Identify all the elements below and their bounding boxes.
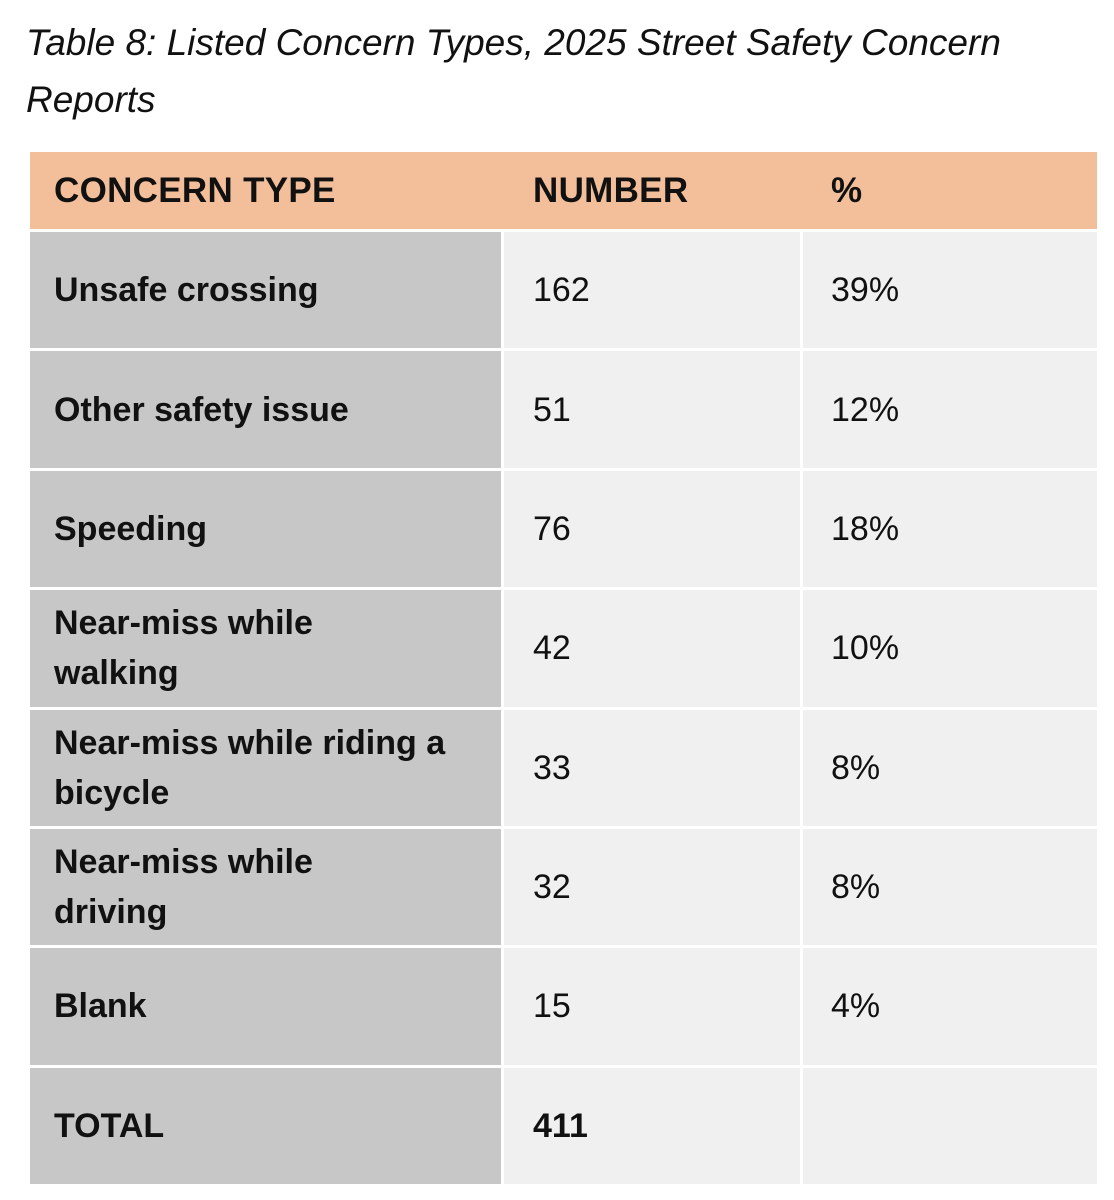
row-number-cell: 15 (504, 948, 800, 1065)
row-number-cell: 42 (504, 590, 800, 707)
row-number-cell: 51 (504, 351, 800, 468)
total-number-cell: 411 (504, 1067, 800, 1184)
row-percent-cell: 39% (803, 232, 1097, 349)
table-caption: Table 8: Listed Concern Types, 2025 Stre… (26, 14, 1106, 128)
total-label-cell: TOTAL (30, 1067, 501, 1184)
row-type-cell: Other safety issue (30, 351, 501, 468)
table-header-row (30, 152, 1097, 229)
row-number-cell: 33 (504, 709, 800, 826)
row-type-cell: Near-miss while walking (30, 590, 501, 707)
caption-line-2: Reports (26, 79, 156, 120)
row-type-cell: Near-miss while riding a bicycle (30, 709, 501, 826)
row-percent-cell: 8% (803, 828, 1097, 946)
caption-line-1: Table 8: Listed Concern Types, 2025 Stre… (26, 22, 1001, 63)
row-number-cell: 76 (504, 470, 800, 588)
row-percent-cell: 8% (803, 709, 1097, 826)
concern-types-table: CONCERN TYPE NUMBER % Unsafe crossing 16… (30, 152, 1097, 1184)
row-percent-cell: 12% (803, 351, 1097, 468)
row-type-cell: Unsafe crossing (30, 232, 501, 349)
row-percent-cell: 18% (803, 470, 1097, 588)
row-number-cell: 162 (504, 232, 800, 349)
row-type-cell: Speeding (30, 470, 501, 588)
total-percent-cell (803, 1067, 1097, 1184)
header-percent: % (831, 170, 863, 210)
row-type-cell: Blank (30, 948, 501, 1065)
header-number: NUMBER (533, 170, 689, 210)
row-type-cell: Near-miss while driving (30, 828, 501, 946)
row-percent-cell: 4% (803, 948, 1097, 1065)
row-percent-cell: 10% (803, 590, 1097, 707)
row-number-cell: 32 (504, 828, 800, 946)
header-concern-type: CONCERN TYPE (54, 170, 336, 210)
